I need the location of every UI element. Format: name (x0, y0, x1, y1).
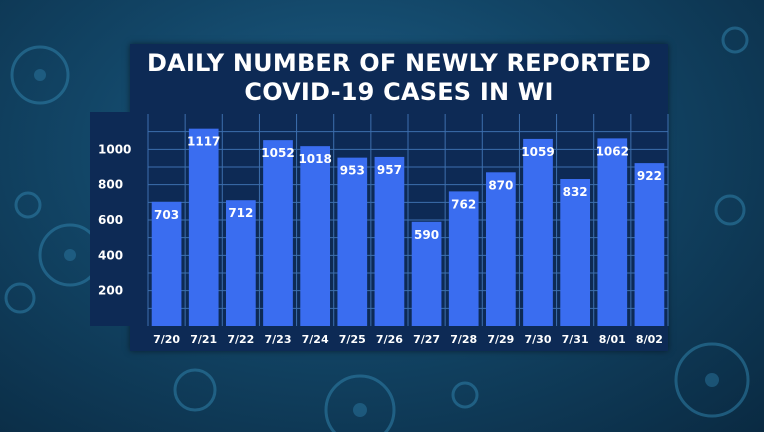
bar (151, 201, 182, 326)
bar (337, 157, 368, 326)
data-label: 1117 (187, 135, 220, 149)
y-tick-label: 800 (98, 178, 123, 192)
bar (448, 191, 479, 326)
x-tick-label: 7/21 (190, 333, 217, 346)
bar (263, 140, 293, 326)
data-label: 703 (154, 208, 179, 222)
data-label: 1062 (596, 144, 629, 158)
chart-title: DAILY NUMBER OF NEWLY REPORTED COVID-19 … (146, 49, 652, 106)
bar-chart: 200 400 600 800 1000 703 7/20 1117 7/21 712 7/22 10… (98, 114, 669, 346)
x-tick-label: 7/29 (487, 333, 514, 346)
x-tick-label: 7/27 (413, 333, 440, 346)
bar (188, 128, 219, 326)
y-tick-label: 200 (98, 284, 123, 298)
y-tick-label: 600 (98, 213, 123, 227)
x-tick-label: 8/01 (599, 333, 626, 346)
data-label: 953 (340, 164, 365, 178)
bar (226, 200, 256, 326)
bar (634, 163, 665, 326)
x-tick-label: 7/20 (153, 333, 180, 346)
data-label: 762 (451, 197, 476, 211)
data-label: 1052 (261, 146, 294, 160)
data-label: 922 (637, 169, 662, 183)
x-tick-label: 8/02 (636, 333, 663, 346)
data-label: 832 (563, 185, 588, 199)
bar (300, 146, 330, 326)
bar (486, 172, 516, 326)
x-tick-label: 7/22 (227, 333, 254, 346)
x-tick-label: 7/24 (302, 333, 329, 346)
data-label: 1018 (298, 152, 331, 166)
y-tick-label: 400 (98, 248, 123, 262)
bar (374, 156, 405, 326)
data-label: 1059 (521, 145, 554, 159)
x-tick-label: 7/23 (265, 333, 292, 346)
bar (523, 138, 553, 326)
bar (597, 138, 628, 326)
data-label: 957 (377, 163, 402, 177)
data-label: 712 (228, 206, 253, 220)
y-axis-panel (90, 112, 130, 326)
bar (560, 179, 590, 326)
data-label: 590 (414, 228, 439, 242)
data-label: 870 (488, 178, 513, 192)
x-tick-label: 7/26 (376, 333, 403, 346)
bar (411, 221, 442, 326)
x-tick-label: 7/31 (562, 333, 589, 346)
x-tick-label: 7/25 (339, 333, 366, 346)
x-tick-label: 7/30 (525, 333, 552, 346)
y-tick-label: 1000 (98, 142, 131, 156)
x-tick-label: 7/28 (450, 333, 477, 346)
